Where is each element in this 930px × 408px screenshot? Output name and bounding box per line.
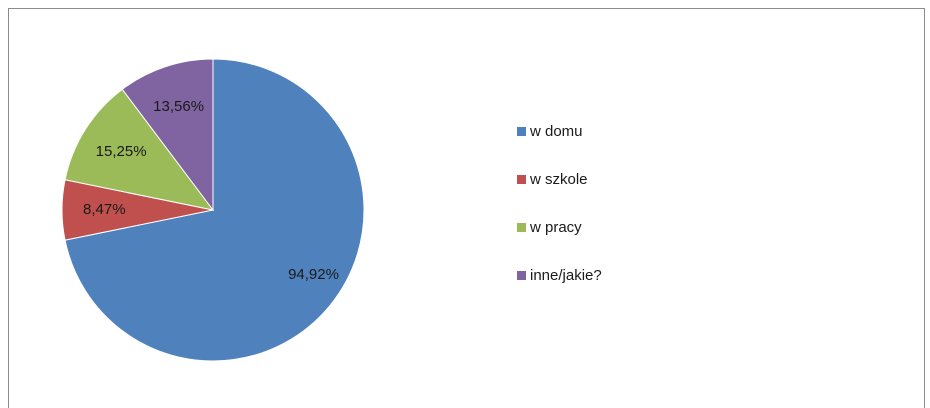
pie-slice-label-2: 8,47% — [83, 201, 126, 218]
legend-swatch-4 — [517, 270, 526, 280]
legend-label-1: w domu — [530, 122, 583, 140]
legend-swatch-1 — [517, 126, 526, 136]
pie-slice-1 — [64, 58, 365, 362]
legend: w domu w szkole w pracy inne/jakie? — [517, 107, 602, 299]
legend-item-2: w szkole — [517, 155, 602, 203]
legend-swatch-2 — [517, 174, 526, 184]
pie-chart: 94,92% 8,47% 15,25% 13,56% — [61, 58, 365, 362]
pie-slice-label-4: 13,56% — [153, 98, 204, 115]
legend-item-1: w domu — [517, 107, 602, 155]
legend-item-4: inne/jakie? — [517, 251, 602, 299]
legend-swatch-3 — [517, 222, 526, 232]
pie-slice-label-3: 15,25% — [96, 143, 147, 160]
chart-area: 94,92% 8,47% 15,25% 13,56% w domu w szkole w … — [8, 8, 925, 408]
legend-label-2: w szkole — [530, 170, 588, 188]
pie-slice-3 — [64, 88, 215, 211]
legend-label-3: w pracy — [530, 218, 582, 236]
pie-slice-label-1: 94,92% — [288, 266, 339, 283]
legend-item-3: w pracy — [517, 203, 602, 251]
legend-label-4: inne/jakie? — [530, 266, 602, 284]
pie-slice-4 — [121, 58, 214, 212]
